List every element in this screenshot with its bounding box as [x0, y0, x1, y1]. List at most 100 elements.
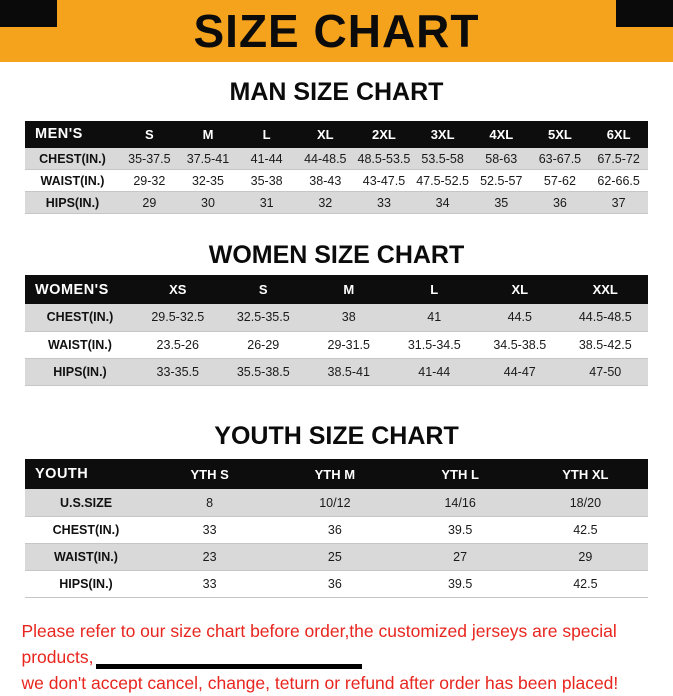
table-value-cell: 47-50 — [562, 358, 648, 386]
size-header-cell: M — [178, 120, 238, 148]
table-value-cell: 37.5-41 — [178, 147, 238, 171]
table-value-cell: 14/16 — [397, 489, 523, 517]
men-table-header-row: MEN'S S M L XL 2XL 3XL 4XL 5XL 6XL — [25, 120, 648, 148]
women-table-header-row: WOMEN'S XS S M L XL XXL — [25, 275, 648, 304]
row-label-cell: WAIST(IN.) — [25, 543, 147, 571]
table-row: CHEST(IN.) 29.5-32.5 32.5-35.5 38 41 44.… — [25, 304, 648, 332]
row-label-cell: HIPS(IN.) — [25, 358, 135, 386]
table-value-cell: 43-47.5 — [354, 169, 414, 193]
table-value-cell: 58-63 — [471, 147, 531, 171]
table-value-cell: 52.5-57 — [471, 169, 531, 193]
table-row: WAIST(IN.) 23 25 27 29 — [25, 543, 648, 571]
table-row: HIPS(IN.) 29 30 31 32 33 34 35 36 37 — [25, 191, 648, 215]
table-value-cell: 36 — [530, 191, 590, 215]
table-value-cell: 33 — [354, 191, 414, 215]
table-value-cell: 18/20 — [522, 489, 648, 517]
table-value-cell: 36 — [272, 516, 398, 544]
table-value-cell: 10/12 — [272, 489, 398, 517]
table-value-cell: 67.5-72 — [589, 147, 648, 171]
table-value-cell: 26-29 — [220, 331, 306, 359]
table-value-cell: 47.5-52.5 — [413, 169, 472, 193]
table-value-cell: 44.5 — [477, 304, 563, 332]
row-label-cell: CHEST(IN.) — [25, 147, 120, 171]
size-header-cell: YTH M — [272, 459, 398, 490]
table-value-cell: 38 — [306, 304, 392, 332]
row-label-cell: U.S.SIZE — [25, 489, 147, 517]
table-value-cell: 42.5 — [522, 570, 648, 598]
table-row: HIPS(IN.) 33 36 39.5 42.5 — [25, 570, 648, 598]
table-value-cell: 35.5-38.5 — [220, 358, 306, 386]
table-value-cell: 41-44 — [237, 147, 296, 171]
size-header-cell: 5XL — [530, 120, 590, 148]
table-value-cell: 62-66.5 — [589, 169, 648, 193]
size-header-cell: 4XL — [471, 120, 531, 148]
table-value-cell: 32.5-35.5 — [220, 304, 306, 332]
table-value-cell: 33-35.5 — [135, 358, 221, 386]
row-label-cell: HIPS(IN.) — [25, 570, 147, 598]
table-value-cell: 23.5-26 — [135, 331, 221, 359]
size-header-cell: M — [306, 275, 392, 304]
table-row: CHEST(IN.) 33 36 39.5 42.5 — [25, 516, 648, 544]
table-value-cell: 23 — [147, 543, 273, 571]
table-value-cell: 33 — [147, 516, 273, 544]
size-header-cell: XL — [477, 275, 563, 304]
banner: SIZE CHART — [0, 0, 673, 62]
table-value-cell: 31.5-34.5 — [391, 331, 477, 359]
table-value-cell: 34 — [413, 191, 472, 215]
table-value-cell: 38.5-42.5 — [562, 331, 648, 359]
men-section-title: MAN SIZE CHART — [229, 78, 444, 106]
table-value-cell: 32-35 — [178, 169, 238, 193]
table-value-cell: 36 — [272, 570, 398, 598]
table-value-cell: 63-67.5 — [530, 147, 590, 171]
page-title: SIZE CHART — [193, 5, 480, 57]
table-value-cell: 39.5 — [397, 516, 523, 544]
size-header-cell: L — [391, 275, 477, 304]
table-value-cell: 38.5-41 — [306, 358, 392, 386]
size-header-cell: YTH L — [397, 459, 523, 490]
table-value-cell: 32 — [295, 191, 355, 215]
table-value-cell: 35-38 — [237, 169, 296, 193]
table-value-cell: 35-37.5 — [120, 147, 179, 171]
row-label-cell: HIPS(IN.) — [25, 191, 120, 215]
men-size-table: MEN'S S M L XL 2XL 3XL 4XL 5XL 6XL CHEST… — [25, 120, 648, 215]
table-value-cell: 34.5-38.5 — [477, 331, 563, 359]
table-value-cell: 35 — [471, 191, 531, 215]
table-value-cell: 29-31.5 — [306, 331, 392, 359]
table-value-cell: 29 — [522, 543, 648, 571]
size-header-cell: L — [237, 120, 296, 148]
size-header-cell: S — [220, 275, 306, 304]
row-label-cell: CHEST(IN.) — [25, 516, 147, 544]
youth-table-header-row: YOUTH YTH S YTH M YTH L YTH XL — [25, 459, 648, 490]
table-value-cell: 27 — [397, 543, 523, 571]
table-value-cell: 44-47 — [477, 358, 563, 386]
table-value-cell: 42.5 — [522, 516, 648, 544]
youth-section-title: YOUTH SIZE CHART — [214, 421, 459, 450]
table-value-cell: 29.5-32.5 — [135, 304, 221, 332]
size-header-cell: YTH S — [147, 459, 273, 490]
table-value-cell: 44.5-48.5 — [562, 304, 648, 332]
table-value-cell: 8 — [147, 489, 273, 517]
table-value-cell: 31 — [237, 191, 296, 215]
youth-size-table: YOUTH YTH S YTH M YTH L YTH XL U.S.SIZE … — [25, 459, 648, 598]
women-table-title-cell: WOMEN'S — [25, 275, 135, 304]
table-row: CHEST(IN.) 35-37.5 37.5-41 41-44 44-48.5… — [25, 147, 648, 171]
table-value-cell: 37 — [589, 191, 648, 215]
footer-disclaimer-line1: Please refer to our size chart before or… — [21, 620, 617, 667]
table-value-cell: 53.5-58 — [413, 147, 472, 171]
row-label-cell: WAIST(IN.) — [25, 331, 135, 359]
table-row: HIPS(IN.) 33-35.5 35.5-38.5 38.5-41 41-4… — [25, 358, 648, 386]
youth-table-title-cell: YOUTH — [25, 459, 147, 490]
men-table-title-cell: MEN'S — [25, 120, 120, 148]
size-header-cell: XS — [135, 275, 221, 304]
table-row: U.S.SIZE 8 10/12 14/16 18/20 — [25, 489, 648, 517]
banner-corner-right-decoration — [616, 0, 673, 27]
table-value-cell: 44-48.5 — [295, 147, 355, 171]
size-header-cell: XXL — [562, 275, 648, 304]
table-value-cell: 30 — [178, 191, 238, 215]
table-value-cell: 38-43 — [295, 169, 355, 193]
table-row: WAIST(IN.) 23.5-26 26-29 29-31.5 31.5-34… — [25, 331, 648, 359]
row-label-cell: CHEST(IN.) — [25, 304, 135, 332]
size-header-cell: 2XL — [354, 120, 414, 148]
table-value-cell: 57-62 — [530, 169, 590, 193]
banner-corner-left-decoration — [0, 0, 57, 27]
